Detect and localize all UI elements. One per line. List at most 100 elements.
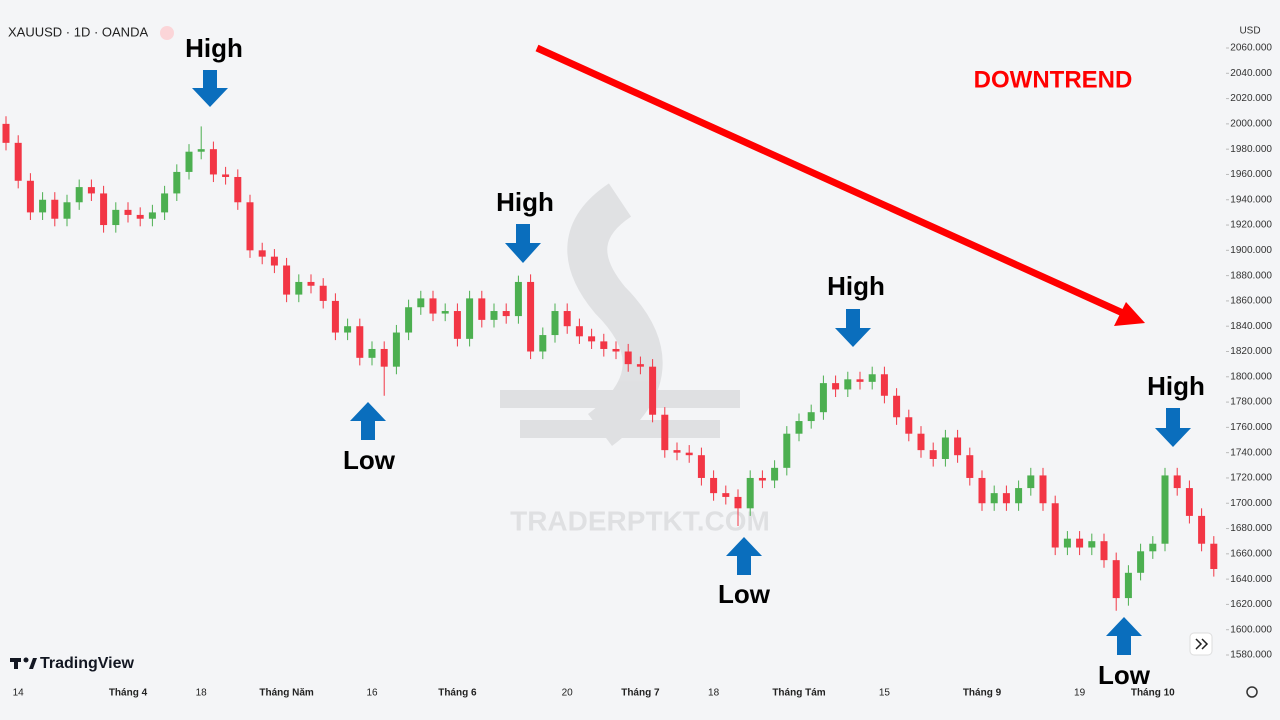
y-tick-label: 1580.000	[1230, 650, 1272, 661]
candle-body	[917, 433, 925, 451]
candle-body	[1088, 541, 1096, 548]
x-tick-label: Tháng Năm	[259, 688, 314, 699]
candle-body	[710, 477, 718, 494]
candle-body	[832, 383, 840, 390]
candle-body	[222, 174, 230, 177]
candle-body	[148, 212, 156, 219]
candle-body	[514, 281, 522, 317]
candle-body	[819, 383, 827, 413]
x-tick-label: Tháng 6	[438, 688, 477, 699]
candle-body	[868, 374, 876, 382]
candle-body	[990, 493, 998, 504]
high-label: High	[496, 187, 554, 217]
candle-body	[490, 311, 498, 320]
y-tick-label: 1620.000	[1230, 599, 1272, 610]
high-label: High	[827, 271, 885, 301]
candle-body	[575, 326, 583, 337]
y-tick-label: 2000.000	[1230, 119, 1272, 130]
candle-body	[1137, 551, 1145, 573]
candle-body	[893, 395, 901, 418]
candle-body	[234, 176, 242, 203]
currency[interactable]: USD	[1239, 26, 1260, 37]
trend-line	[535, 44, 1127, 318]
x-tick-label: Tháng 7	[621, 688, 660, 699]
x-tick-label: 18	[708, 688, 720, 699]
candle-body	[124, 209, 132, 215]
candle-body	[344, 326, 352, 333]
candle-body	[649, 366, 657, 415]
candle-body	[331, 300, 339, 333]
candle-body	[783, 433, 791, 468]
candle-body	[624, 351, 632, 365]
y-tick-label: 1740.000	[1230, 447, 1272, 458]
candle-body	[612, 348, 620, 352]
brand-logo	[10, 657, 37, 669]
candle-body	[1015, 488, 1023, 504]
candle-body	[673, 450, 681, 453]
candle-body	[844, 379, 852, 390]
candle-body	[685, 452, 693, 456]
candle-body	[197, 149, 205, 152]
candle-body	[319, 285, 327, 301]
x-tick-label: Tháng 10	[1131, 688, 1175, 699]
y-tick-label: 1600.000	[1230, 624, 1272, 635]
y-tick-label: 1980.000	[1230, 144, 1272, 155]
y-tick-label: 1680.000	[1230, 523, 1272, 534]
candle-body	[1063, 538, 1071, 548]
candle-body	[307, 281, 315, 286]
candle-body	[380, 348, 388, 367]
x-tick-label: Tháng 9	[963, 688, 1002, 699]
candle-body	[527, 281, 535, 352]
down-arrow	[505, 224, 541, 263]
candle-body	[356, 326, 364, 358]
candle-body	[807, 412, 815, 422]
settings-button[interactable]	[1246, 686, 1258, 698]
down-arrow	[1155, 408, 1191, 447]
up-arrow	[1106, 617, 1142, 655]
candle-body	[1076, 538, 1084, 548]
trend-label: DOWNTREND	[974, 66, 1133, 93]
candle-body	[1051, 503, 1059, 548]
y-tick-label: 1820.000	[1230, 346, 1272, 357]
candle-body	[453, 311, 461, 339]
candle-body	[502, 311, 510, 317]
candle-body	[661, 414, 669, 451]
y-tick-label: 1660.000	[1230, 548, 1272, 559]
y-tick-label: 1920.000	[1230, 220, 1272, 231]
high-label: High	[185, 33, 243, 63]
candle-body	[941, 437, 949, 459]
y-tick-label: 1760.000	[1230, 422, 1272, 433]
candle-body	[1027, 475, 1035, 489]
candle-body	[2, 123, 10, 143]
candle-body	[905, 417, 913, 434]
candle-body	[417, 298, 425, 308]
candle-body	[588, 336, 596, 342]
candle-body	[441, 311, 449, 314]
candle-body	[185, 151, 193, 172]
y-tick-label: 1800.000	[1230, 371, 1272, 382]
candle-body	[14, 142, 22, 181]
candle-body	[173, 171, 181, 194]
candle-body	[246, 202, 254, 251]
y-tick-label: 2040.000	[1230, 68, 1272, 79]
brand: TradingView	[40, 655, 135, 672]
candle-body	[880, 374, 888, 396]
candle-body	[539, 335, 547, 352]
y-tick-label: 1860.000	[1230, 296, 1272, 307]
candle-body	[758, 477, 766, 481]
candle-body	[746, 477, 754, 509]
candle-body	[722, 493, 730, 497]
x-tick-label: 14	[13, 688, 25, 699]
candle-body	[39, 199, 47, 213]
candle-body	[368, 348, 376, 358]
candle-body	[392, 332, 400, 367]
candle-body	[1002, 493, 1010, 504]
candle-body	[1100, 541, 1108, 561]
y-tick-label: 1940.000	[1230, 194, 1272, 205]
candle-body	[161, 193, 169, 213]
candle-body	[63, 202, 71, 219]
y-tick-label: 1900.000	[1230, 245, 1272, 256]
scroll-icon	[1195, 638, 1209, 650]
